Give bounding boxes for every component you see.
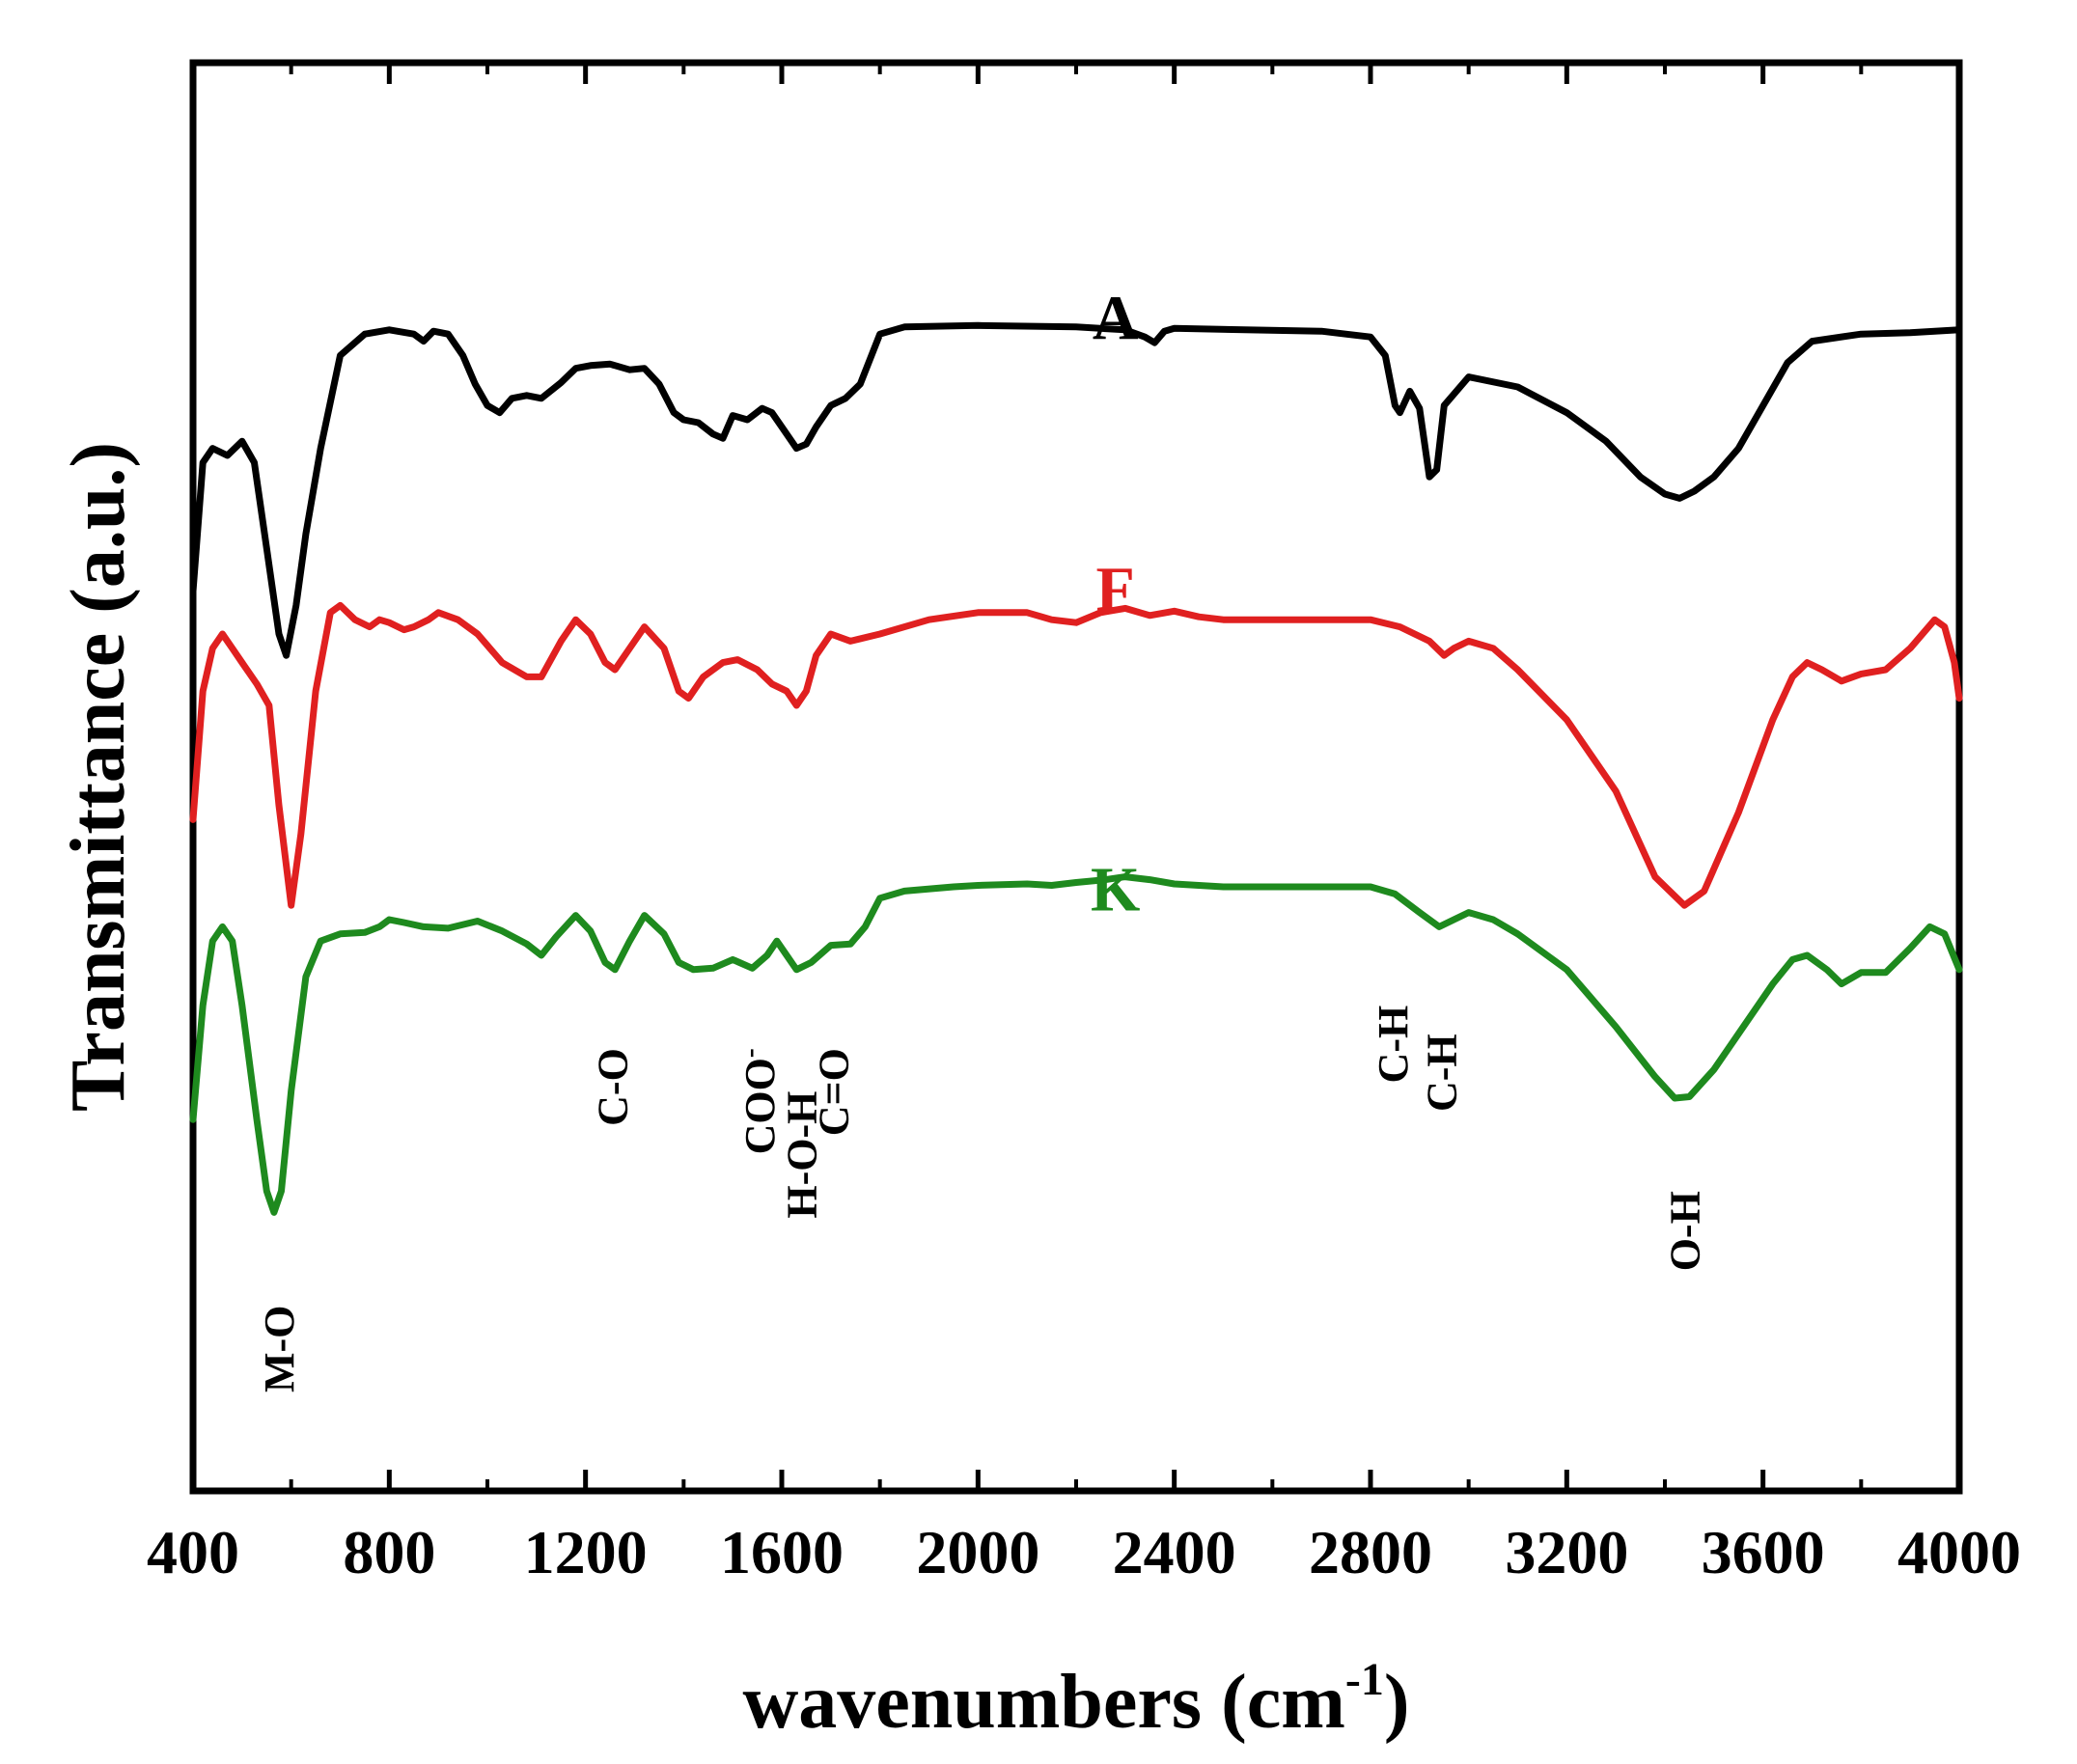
x-tick-label: 2800 [1309, 1518, 1432, 1586]
peak-annotation: C-O [590, 1048, 637, 1126]
x-tick-label: 4000 [1897, 1518, 2021, 1586]
x-tick-label: 3200 [1505, 1518, 1628, 1586]
x-tick-label: 3600 [1702, 1518, 1825, 1586]
x-tick-label: 1200 [524, 1518, 648, 1586]
series-label-A: A [1093, 283, 1139, 353]
peak-annotation: C-H [1419, 1034, 1466, 1112]
peak-annotation: C-H [1370, 1006, 1417, 1084]
x-axis-ticks [190, 63, 1962, 1491]
series-line-A [189, 321, 1963, 659]
peak-annotation: COO- [734, 1048, 784, 1154]
x-tick-label: 800 [343, 1518, 435, 1586]
x-axis-title-text: wavenumbers (cm [743, 1660, 1345, 1745]
series-line-K [189, 873, 1963, 1216]
series-label-K: K [1091, 854, 1140, 924]
series-layer [189, 321, 1963, 1216]
peak-annotation: M-O [256, 1306, 303, 1392]
x-tick-label: 2400 [1113, 1518, 1236, 1586]
x-axis-title-superscript: -1 [1345, 1654, 1384, 1705]
peak-annotation: O-H [1661, 1191, 1708, 1271]
x-axis-title-close: ) [1384, 1660, 1410, 1745]
peak-annotation: H-O-H [778, 1091, 825, 1219]
plot-frame [189, 59, 1963, 1495]
x-tick-label: 2000 [916, 1518, 1039, 1586]
y-axis-title: Transmittance (a.u.) [56, 442, 141, 1112]
x-tick-label: 400 [147, 1518, 239, 1586]
x-tick-label: 1600 [720, 1518, 844, 1586]
series-labels: A F K [1091, 283, 1140, 924]
series-label-F: F [1096, 555, 1135, 625]
peak-annotation: C=O [810, 1048, 857, 1136]
series-line-F [189, 601, 1963, 909]
peak-annotations: M-O C-O COO-H-O-HC=O C-H C-H O-H [256, 1006, 1708, 1392]
x-axis-title: wavenumbers (cm-1) [743, 1654, 1410, 1745]
x-axis-tick-labels: 400 800 1200 1600 2000 2400 2800 3200 3600 4000 [147, 1518, 2021, 1586]
